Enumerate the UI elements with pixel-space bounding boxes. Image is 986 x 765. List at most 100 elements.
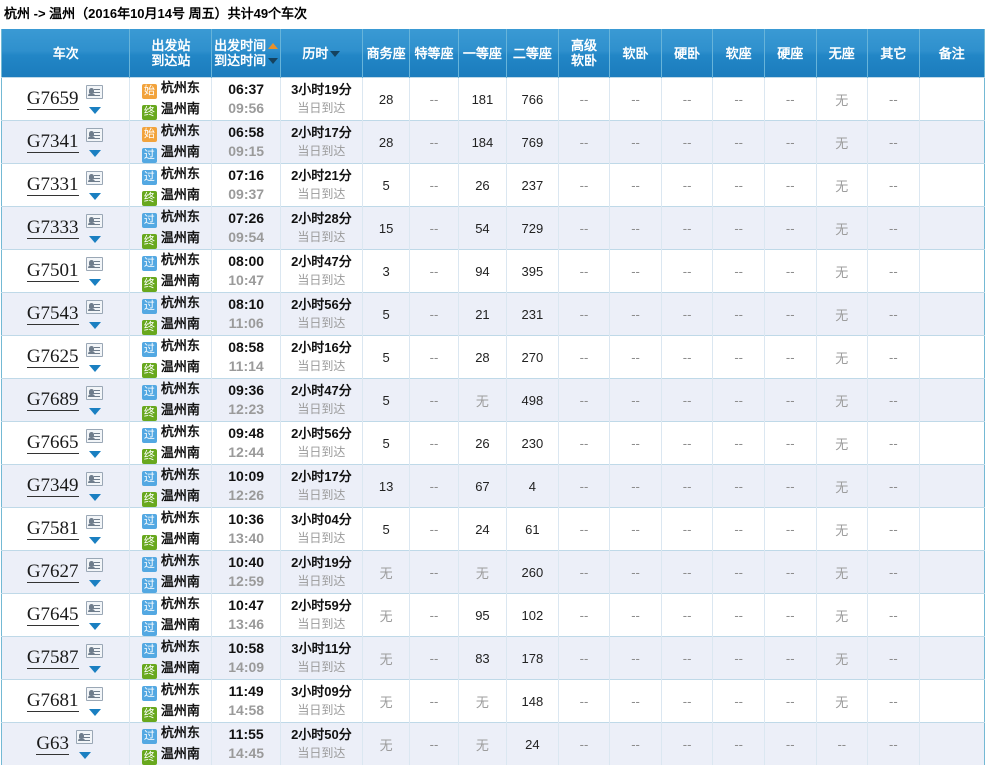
train-detail-card-icon[interactable]: [86, 128, 103, 142]
premium-soft-sleeper-value: --: [580, 737, 589, 752]
chevron-down-icon[interactable]: [89, 365, 101, 372]
chevron-down-icon[interactable]: [89, 236, 101, 243]
train-no-link[interactable]: G7645: [27, 604, 79, 626]
train-detail-card-icon[interactable]: [86, 386, 103, 400]
chevron-down-icon[interactable]: [89, 150, 101, 157]
train-detail-card-icon[interactable]: [86, 515, 103, 529]
hard-sleeper-value: --: [683, 522, 692, 537]
train-no-cell[interactable]: G7681: [2, 680, 130, 723]
no-seat-value: 无: [835, 566, 848, 581]
sort-desc-arrow-icon[interactable]: [330, 51, 340, 57]
train-detail-card-icon[interactable]: [86, 343, 103, 357]
train-no-cell[interactable]: G7665: [2, 422, 130, 465]
train-no-link[interactable]: G63: [36, 733, 69, 755]
header-train-no[interactable]: 车次: [2, 29, 130, 78]
train-no-cell[interactable]: G7341: [2, 121, 130, 164]
other-cell: --: [868, 207, 920, 250]
other-value: --: [889, 221, 898, 236]
train-no-cell[interactable]: G7581: [2, 508, 130, 551]
train-detail-card-icon[interactable]: [86, 687, 103, 701]
chevron-down-icon[interactable]: [89, 709, 101, 716]
train-no-link[interactable]: G7681: [27, 690, 79, 712]
hard-seat-value: --: [786, 479, 795, 494]
header-hard-sleeper: 硬卧: [661, 29, 713, 78]
train-detail-card-icon[interactable]: [86, 472, 103, 486]
chevron-down-icon[interactable]: [89, 107, 101, 114]
train-no-cell[interactable]: G7333: [2, 207, 130, 250]
train-detail-card-icon[interactable]: [86, 429, 103, 443]
train-detail-card-icon[interactable]: [86, 558, 103, 572]
train-detail-card-icon[interactable]: [86, 300, 103, 314]
train-detail-card-icon[interactable]: [86, 214, 103, 228]
train-no-cell[interactable]: G7625: [2, 336, 130, 379]
train-detail-card-icon[interactable]: [86, 644, 103, 658]
chevron-down-icon[interactable]: [89, 408, 101, 415]
train-detail-card-icon[interactable]: [86, 257, 103, 271]
station-type-badge: 终: [142, 234, 157, 249]
train-no-cell[interactable]: G7501: [2, 250, 130, 293]
second-seat-value: 498: [522, 393, 544, 408]
soft-sleeper-cell: --: [610, 508, 662, 551]
train-no-link[interactable]: G7587: [27, 647, 79, 669]
train-no-link[interactable]: G7665: [27, 432, 79, 454]
train-no-link[interactable]: G7333: [27, 217, 79, 239]
train-no-link[interactable]: G7625: [27, 346, 79, 368]
duration-value: 2小时28分: [281, 209, 362, 228]
train-no-cell[interactable]: G7543: [2, 293, 130, 336]
train-detail-card-icon[interactable]: [76, 730, 93, 744]
premium-soft-sleeper-value: --: [580, 221, 589, 236]
header-second-seat: 二等座: [507, 29, 559, 78]
no-seat-value: 无: [835, 308, 848, 323]
train-no-link[interactable]: G7581: [27, 518, 79, 540]
second-seat-cell: 260: [507, 551, 559, 594]
train-no-link[interactable]: G7331: [27, 174, 79, 196]
second-seat-value: 231: [522, 307, 544, 322]
business-seat-value: 无: [380, 695, 393, 710]
train-no-cell[interactable]: G7587: [2, 637, 130, 680]
chevron-down-icon[interactable]: [89, 279, 101, 286]
header-duration[interactable]: 历时: [280, 29, 362, 78]
business-seat-value: 5: [383, 393, 390, 408]
chevron-down-icon[interactable]: [79, 752, 91, 759]
premium-soft-sleeper-value: --: [580, 135, 589, 150]
arrive-day-note: 当日到达: [281, 357, 362, 376]
train-no-link[interactable]: G7543: [27, 303, 79, 325]
train-no-link[interactable]: G7501: [27, 260, 79, 282]
train-no-cell[interactable]: G7645: [2, 594, 130, 637]
station-type-badge: 终: [142, 191, 157, 206]
train-no-cell[interactable]: G7349: [2, 465, 130, 508]
depart-time: 06:37: [212, 80, 279, 99]
chevron-down-icon[interactable]: [89, 193, 101, 200]
other-value: --: [889, 565, 898, 580]
chevron-down-icon[interactable]: [89, 451, 101, 458]
train-no-cell[interactable]: G7331: [2, 164, 130, 207]
soft-seat-value: --: [734, 694, 743, 709]
train-no-link[interactable]: G7349: [27, 475, 79, 497]
sort-asc-arrow-icon[interactable]: [268, 43, 278, 49]
duration-cell: 3小时04分当日到达: [280, 508, 362, 551]
no-seat-value: 无: [835, 523, 848, 538]
chevron-down-icon[interactable]: [89, 322, 101, 329]
chevron-down-icon[interactable]: [89, 537, 101, 544]
train-detail-card-icon[interactable]: [86, 85, 103, 99]
sort-desc-arrow-icon[interactable]: [268, 58, 278, 64]
soft-sleeper-value: --: [631, 436, 640, 451]
depart-time: 08:10: [212, 295, 279, 314]
header-times[interactable]: 出发时间 到达时间: [212, 29, 280, 78]
train-no-link[interactable]: G7659: [27, 88, 79, 110]
chevron-down-icon[interactable]: [89, 623, 101, 630]
chevron-down-icon[interactable]: [89, 666, 101, 673]
train-detail-card-icon[interactable]: [86, 601, 103, 615]
chevron-down-icon[interactable]: [89, 580, 101, 587]
arrive-day-note: 当日到达: [281, 271, 362, 290]
chevron-down-icon[interactable]: [89, 494, 101, 501]
train-no-link[interactable]: G7341: [27, 131, 79, 153]
train-no-cell[interactable]: G7659: [2, 78, 130, 121]
train-no-link[interactable]: G7689: [27, 389, 79, 411]
soft-seat-cell: --: [713, 336, 765, 379]
train-no-cell[interactable]: G7627: [2, 551, 130, 594]
train-no-link[interactable]: G7627: [27, 561, 79, 583]
train-no-cell[interactable]: G7689: [2, 379, 130, 422]
train-detail-card-icon[interactable]: [86, 171, 103, 185]
